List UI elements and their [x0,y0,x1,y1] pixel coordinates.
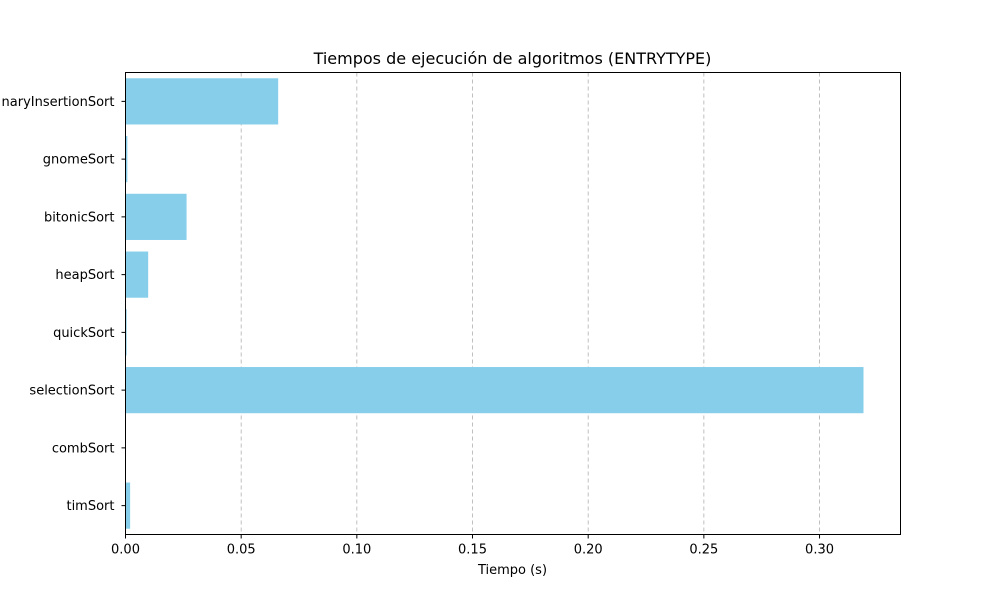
grid-lines [240,72,820,535]
x-tick-label: 0.05 [227,543,256,558]
chart-title: Tiempos de ejecución de algoritmos (ENTR… [313,49,712,68]
y-axis-ticks: timSort combSort selectionSort quickSort hea… [2,95,126,514]
x-tick-label: 0.00 [111,543,140,558]
plot-area-frame [125,72,901,535]
bar-gnomeSort [125,136,128,183]
y-tick-label-selectionSort: selectionSort [29,384,114,399]
x-axis-label: Tiempo (s) [477,563,547,578]
bar-heapSort [125,251,149,298]
y-tick-label-timSort: timSort [66,499,114,514]
bar-selectionSort [125,367,864,414]
x-tick-label: 0.20 [574,543,603,558]
x-axis-ticks: 0.00 0.05 0.10 0.15 0.20 0.25 0.30 [111,534,834,558]
y-tick-label-gnomeSort: gnomeSort [43,153,115,168]
bar-quickSort [125,309,127,356]
y-tick-label-heapSort: heapSort [55,268,114,283]
bars [125,78,864,529]
x-tick-label: 0.25 [689,543,718,558]
x-tick-label: 0.15 [458,543,487,558]
y-tick-label-combSort: combSort [52,441,115,456]
y-tick-label-binaryInsertionSort: naryInsertionSort [2,95,115,110]
bar-bitonicSort [125,193,187,240]
bar-binaryInsertionSort [125,78,279,125]
x-tick-label: 0.30 [805,543,834,558]
y-tick-label-bitonicSort: bitonicSort [44,210,115,225]
bar-timSort [125,482,131,529]
y-tick-label-quickSort: quickSort [53,326,114,341]
x-tick-label: 0.10 [342,543,371,558]
